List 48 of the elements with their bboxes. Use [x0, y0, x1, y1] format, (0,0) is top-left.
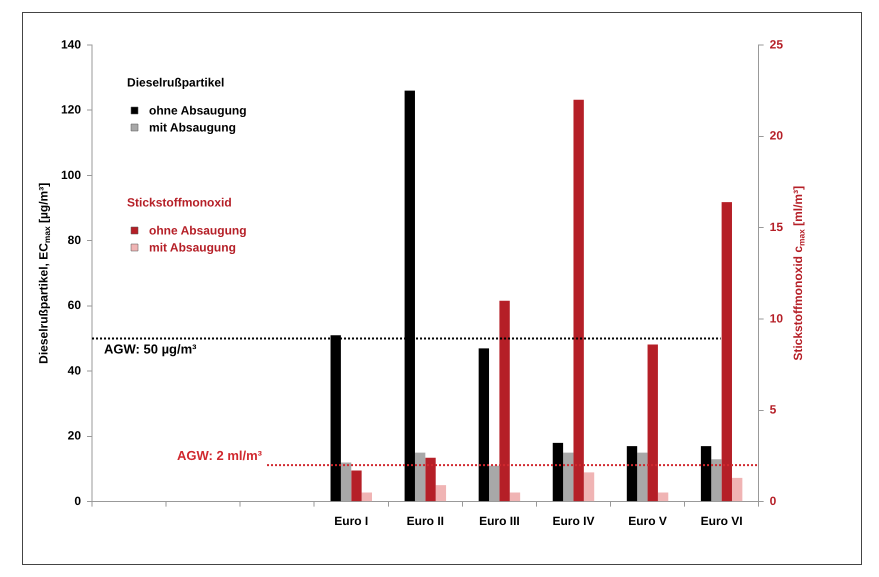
- y2-axis-title: Stickstoffmonoxid cmax [ml/m³]: [790, 186, 807, 361]
- legend-label: mit Absaugung: [149, 240, 236, 254]
- bar: [648, 344, 658, 502]
- y-tick-label: 0: [74, 494, 82, 508]
- y-tick-label: 80: [68, 233, 82, 247]
- bar: [499, 300, 510, 502]
- x-tick-label: Euro VI: [700, 514, 743, 528]
- bar: [637, 452, 648, 502]
- y-tick-label: 60: [68, 298, 82, 312]
- y-tick-label: 40: [68, 363, 82, 378]
- ref-line-label: AGW: 50 µg/m³: [104, 342, 198, 357]
- x-tick-label: Euro V: [628, 514, 667, 528]
- y2-tick-label: 0: [770, 494, 777, 508]
- x-tick-label: Euro III: [479, 514, 520, 528]
- y2-tick-label: 5: [770, 402, 777, 417]
- bar: [722, 202, 732, 502]
- y2-tick-label: 10: [770, 311, 784, 326]
- bar: [510, 492, 520, 502]
- bar: [552, 442, 564, 502]
- bar: [658, 492, 668, 502]
- bar: [563, 452, 574, 502]
- y-tick-label: 120: [60, 102, 82, 117]
- y-tick-label: 20: [68, 428, 82, 443]
- bar: [732, 478, 742, 502]
- y-tick-label: 140: [60, 37, 82, 52]
- y-tick-label: 100: [60, 168, 82, 182]
- ref-line-label: AGW: 2 ml/m³: [177, 448, 263, 464]
- legend-label: ohne Absaugung: [149, 223, 247, 238]
- bar: [700, 446, 712, 502]
- bar: [436, 485, 446, 502]
- bar: [489, 466, 500, 502]
- x-tick-label: Euro I: [334, 514, 368, 528]
- bar: [711, 459, 722, 502]
- annotation: Dieselrußpartikel: [127, 75, 224, 90]
- bar: [626, 446, 638, 502]
- x-tick-label: Euro II: [406, 514, 444, 528]
- y-axis-title: Dieselrußpartikel, ECmax [µg/m³]: [36, 182, 52, 364]
- bar: [573, 100, 584, 502]
- y2-tick-label: 25: [770, 37, 784, 52]
- bar: [478, 348, 490, 502]
- y2-tick-label: 20: [770, 128, 784, 143]
- legend-label: ohne Absaugung: [149, 103, 247, 118]
- y2-tick-label: 15: [770, 220, 784, 234]
- x-tick-label: Euro IV: [552, 514, 594, 528]
- legend-label: mit Absaugung: [149, 120, 236, 134]
- bar: [584, 472, 594, 502]
- bar: [362, 492, 372, 502]
- annotation: Stickstoffmonoxid: [127, 195, 232, 210]
